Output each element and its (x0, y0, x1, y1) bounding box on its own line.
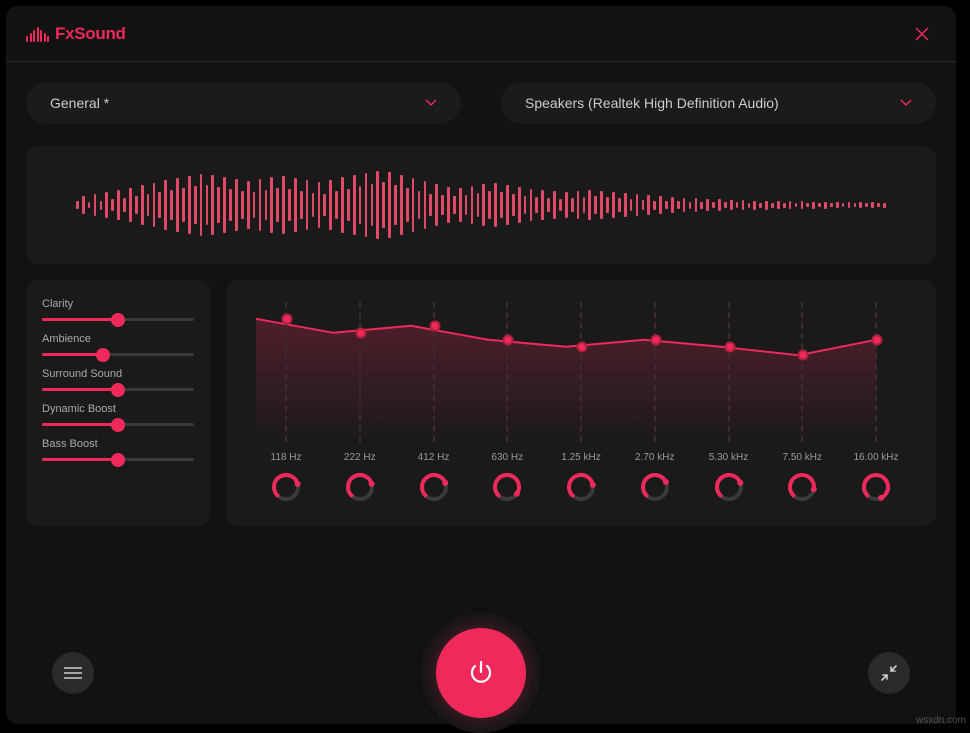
eq-slot[interactable] (728, 302, 730, 442)
eq-knob[interactable] (565, 471, 597, 508)
slider-track[interactable] (42, 353, 194, 356)
slider-track[interactable] (42, 458, 194, 461)
controls-row: Clarity Ambience Surround Sound Dynamic … (26, 280, 936, 526)
eq-band: 412 Hz (404, 302, 464, 508)
slider-bass-boost: Bass Boost (42, 438, 194, 461)
slider-label: Dynamic Boost (42, 403, 194, 415)
eq-band: 222 Hz (330, 302, 390, 508)
body: General * Speakers (Realtek High Definit… (6, 62, 956, 526)
close-icon (915, 27, 929, 41)
eq-slot[interactable] (801, 302, 803, 442)
slider-label: Bass Boost (42, 438, 194, 450)
slider-thumb[interactable] (111, 418, 125, 432)
footer (6, 652, 956, 694)
eq-slot[interactable] (580, 302, 582, 442)
eq-band: 630 Hz (477, 302, 537, 508)
slider-thumb[interactable] (111, 313, 125, 327)
eq-knob[interactable] (639, 471, 671, 508)
slider-surround-sound: Surround Sound (42, 368, 194, 391)
eq-slot[interactable] (359, 302, 361, 442)
eq-slot[interactable] (875, 302, 877, 442)
eq-knob[interactable] (713, 471, 745, 508)
eq-freq-label: 16.00 kHz (853, 452, 898, 463)
collapse-button[interactable] (868, 652, 910, 694)
effects-panel: Clarity Ambience Surround Sound Dynamic … (26, 280, 210, 526)
eq-freq-label: 412 Hz (418, 452, 450, 463)
power-wrap (421, 613, 541, 733)
eq-point[interactable] (355, 327, 366, 338)
minimize-icon (881, 665, 897, 681)
app-logo: FxSound (26, 24, 126, 44)
eq-slot[interactable] (285, 302, 287, 442)
eq-band: 16.00 kHz (846, 302, 906, 508)
eq-knob[interactable] (270, 471, 302, 508)
slider-ambience: Ambience (42, 333, 194, 356)
eq-knob[interactable] (418, 471, 450, 508)
preset-label: General * (50, 95, 109, 111)
eq-freq-label: 630 Hz (491, 452, 523, 463)
logo-bars-icon (26, 26, 49, 42)
eq-freq-label: 118 Hz (271, 452, 302, 463)
eq-knob[interactable] (344, 471, 376, 508)
eq-slot[interactable] (654, 302, 656, 442)
eq-point[interactable] (724, 341, 735, 352)
menu-button[interactable] (52, 652, 94, 694)
slider-clarity: Clarity (42, 298, 194, 321)
eq-knob[interactable] (786, 471, 818, 508)
slider-dynamic-boost: Dynamic Boost (42, 403, 194, 426)
eq-band: 5.30 kHz (699, 302, 759, 508)
eq-freq-label: 2.70 kHz (635, 452, 674, 463)
waveform-panel (26, 146, 936, 264)
slider-thumb[interactable] (111, 383, 125, 397)
slider-label: Surround Sound (42, 368, 194, 380)
preset-dropdown[interactable]: General * (26, 82, 461, 124)
eq-knob[interactable] (860, 471, 892, 508)
equalizer-panel: 118 Hz 222 Hz 412 Hz (226, 280, 936, 526)
app-title: FxSound (55, 24, 126, 44)
slider-track[interactable] (42, 388, 194, 391)
eq-freq-label: 222 Hz (344, 452, 376, 463)
eq-point[interactable] (429, 320, 440, 331)
dropdown-row: General * Speakers (Realtek High Definit… (26, 82, 936, 124)
power-icon (467, 659, 495, 687)
eq-knob[interactable] (491, 471, 523, 508)
eq-point[interactable] (650, 334, 661, 345)
chevron-down-icon (425, 94, 437, 112)
eq-band: 1.25 kHz (551, 302, 611, 508)
close-button[interactable] (908, 20, 936, 48)
output-dropdown[interactable]: Speakers (Realtek High Definition Audio) (501, 82, 936, 124)
slider-track[interactable] (42, 318, 194, 321)
slider-label: Clarity (42, 298, 194, 310)
output-label: Speakers (Realtek High Definition Audio) (525, 95, 779, 111)
slider-thumb[interactable] (96, 348, 110, 362)
slider-track[interactable] (42, 423, 194, 426)
watermark: wsxdn.com (916, 715, 966, 726)
eq-freq-label: 1.25 kHz (561, 452, 600, 463)
eq-band: 2.70 kHz (625, 302, 685, 508)
eq-point[interactable] (577, 341, 588, 352)
waveform-visualizer (76, 170, 886, 240)
eq-freq-label: 5.30 kHz (709, 452, 748, 463)
slider-label: Ambience (42, 333, 194, 345)
eq-point[interactable] (798, 350, 809, 361)
chevron-down-icon (900, 94, 912, 112)
eq-band: 7.50 kHz (772, 302, 832, 508)
app-window: FxSound General * Speakers (Realtek High… (6, 6, 956, 724)
slider-thumb[interactable] (111, 453, 125, 467)
eq-point[interactable] (282, 313, 293, 324)
eq-freq-label: 7.50 kHz (783, 452, 822, 463)
eq-band: 118 Hz (256, 302, 316, 508)
power-button[interactable] (436, 628, 526, 718)
eq-point[interactable] (872, 334, 883, 345)
titlebar: FxSound (6, 6, 956, 62)
eq-point[interactable] (503, 334, 514, 345)
eq-slot[interactable] (433, 302, 435, 442)
hamburger-icon (64, 667, 82, 679)
eq-slot[interactable] (506, 302, 508, 442)
